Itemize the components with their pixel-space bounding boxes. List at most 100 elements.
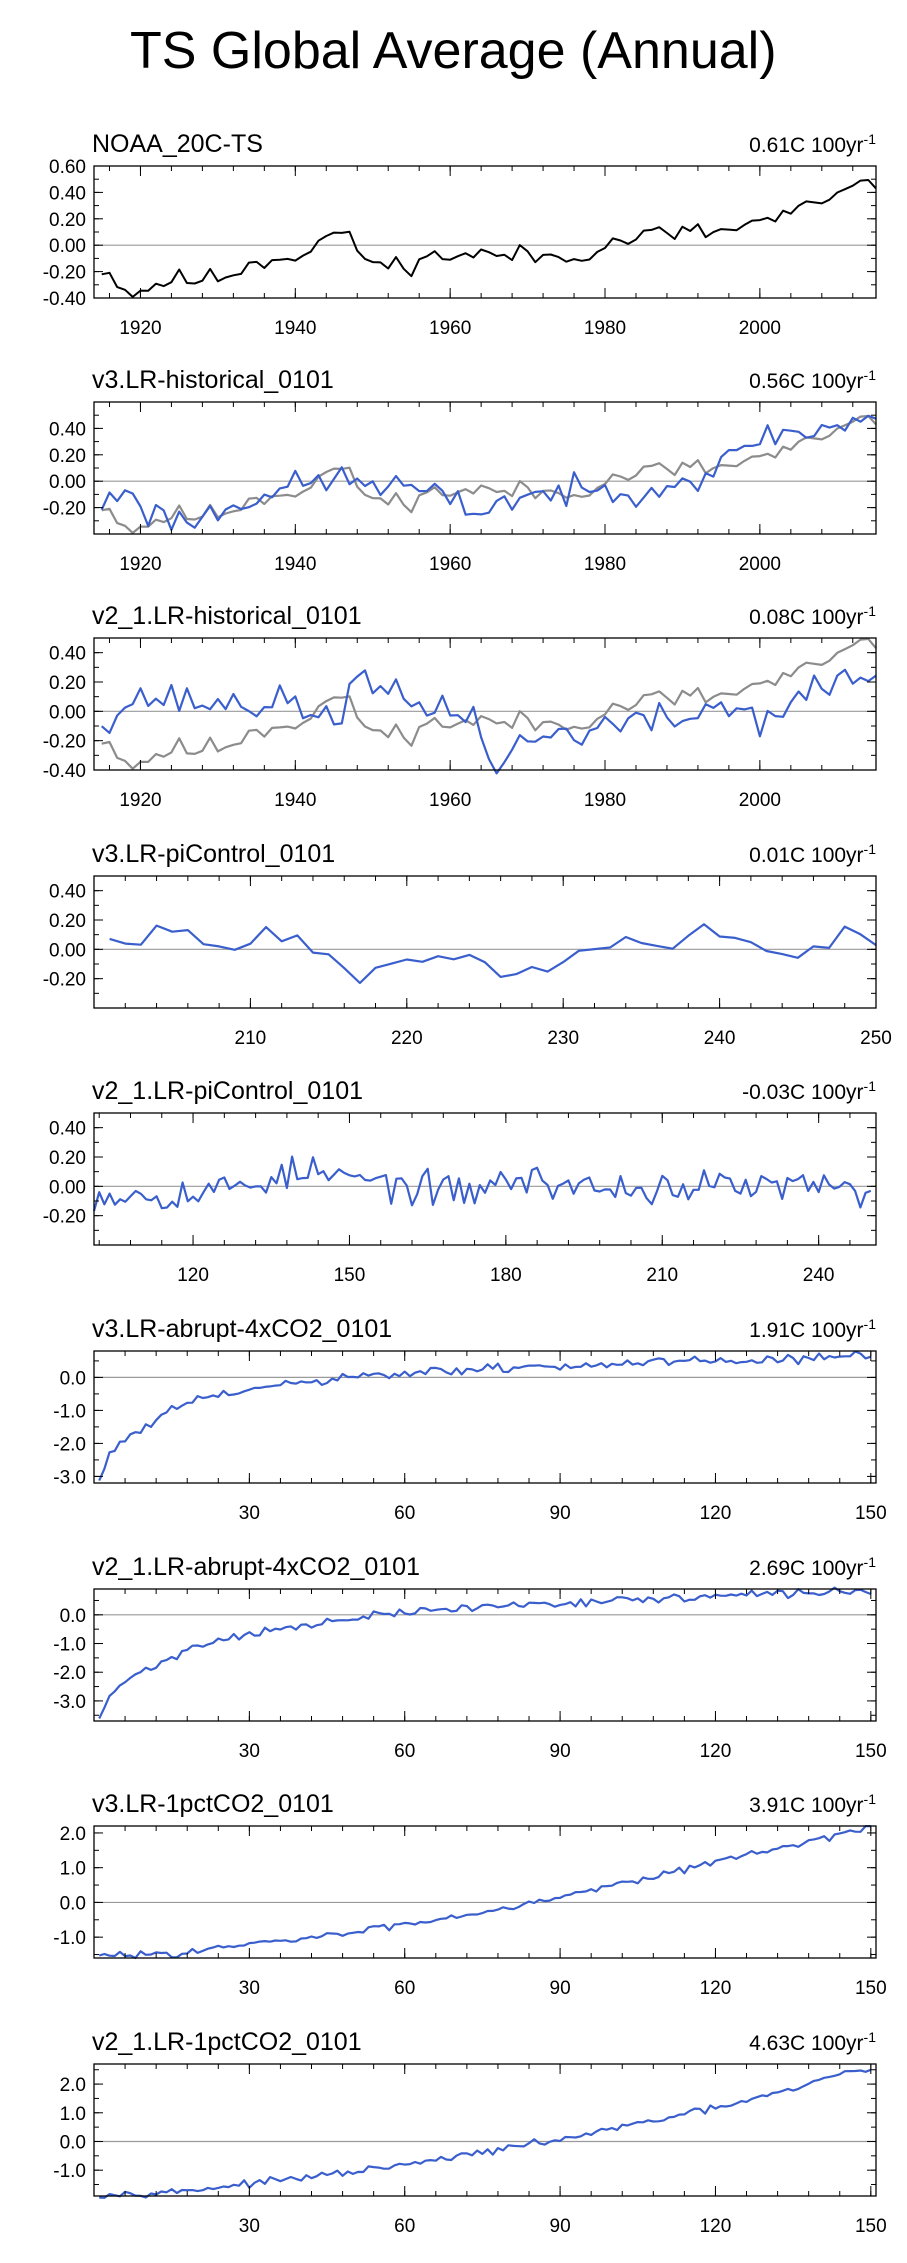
x-tick-label: 230 [547, 1028, 579, 1049]
panel-6: v3.LR-abrupt-4xCO2_0101 1.91C 100yr-1 -3.0… [53, 1315, 886, 1524]
y-tick-label: -0.20 [43, 732, 86, 753]
x-tick-label: 120 [700, 1978, 732, 1999]
plot-frame [93, 165, 877, 299]
x-tick-label: 90 [550, 1503, 571, 1524]
y-tick-label: 0.20 [49, 673, 86, 694]
series-line-2 [100, 414, 877, 531]
x-tick-label: 30 [239, 1503, 260, 1524]
x-tick-label: 90 [550, 1741, 571, 1762]
x-tick-label: 150 [334, 1265, 366, 1286]
y-tick-label: -0.20 [43, 1207, 86, 1228]
x-tick-label: 1960 [429, 318, 471, 339]
panel-title: v2_1.LR-piControl_0101 [92, 1077, 363, 1105]
trend-label: 3.91C 100yr-1 [749, 1791, 876, 1817]
series-line-1 [99, 2068, 872, 2199]
x-tick-label: 1960 [429, 790, 471, 811]
x-tick-label: 120 [700, 2216, 732, 2237]
y-tick-label: -1.0 [53, 1928, 86, 1949]
panel-9: v2_1.LR-1pctCO2_0101 4.63C 100yr-1 -1.0 0.0… [53, 2028, 886, 2237]
series-line-1 [101, 637, 877, 770]
trend-label: 4.63C 100yr-1 [749, 2029, 876, 2055]
plot-frame [93, 1112, 877, 1246]
series-line-1 [98, 1350, 872, 1482]
x-tick-label: 150 [855, 1978, 887, 1999]
y-tick-label: 0.0 [60, 2132, 86, 2153]
panel-5: v2_1.LR-piControl_0101 -0.03C 100yr-1 -0.2… [43, 1077, 877, 1286]
trend-label: 0.56C 100yr-1 [749, 367, 876, 393]
x-tick-label: 120 [177, 1265, 209, 1286]
plot-frame [93, 1825, 877, 1959]
trend-label: 1.91C 100yr-1 [749, 1316, 876, 1342]
y-tick-label: 0.00 [49, 940, 86, 961]
y-tick-label: 0.0 [60, 1368, 86, 1389]
plot-frame [93, 2063, 877, 2197]
x-tick-label: 1940 [274, 554, 316, 575]
y-tick-label: -1.0 [53, 1635, 86, 1656]
x-tick-label: 2000 [739, 318, 781, 339]
panel-title: v2_1.LR-1pctCO2_0101 [92, 2028, 362, 2056]
panel-7: v2_1.LR-abrupt-4xCO2_0101 2.69C 100yr-1 -3… [53, 1553, 886, 1762]
series-line-2 [100, 668, 877, 775]
x-tick-label: 1980 [584, 790, 626, 811]
x-tick-label: 1920 [119, 790, 161, 811]
x-tick-label: 60 [394, 1741, 415, 1762]
y-tick-label: 2.0 [60, 1824, 86, 1845]
panel-3: v2_1.LR-historical_0101 0.08C 100yr-1 -0.4… [43, 602, 877, 811]
x-tick-label: 1920 [119, 554, 161, 575]
y-tick-label: 0.40 [49, 183, 86, 204]
series-line-1 [92, 1155, 872, 1212]
x-tick-label: 1980 [584, 318, 626, 339]
series-line-1 [101, 179, 877, 298]
trend-label: 0.61C 100yr-1 [749, 131, 876, 157]
x-tick-label: 180 [490, 1265, 522, 1286]
y-tick-label: 0.0 [60, 1893, 86, 1914]
trend-label: 0.08C 100yr-1 [749, 603, 876, 629]
x-tick-label: 150 [855, 2216, 887, 2237]
y-tick-label: 0.40 [49, 419, 86, 440]
trend-label: 2.69C 100yr-1 [749, 1554, 876, 1580]
x-tick-label: 30 [239, 1741, 260, 1762]
series-line-1 [98, 1825, 871, 1960]
x-tick-label: 1940 [274, 790, 316, 811]
x-tick-label: 120 [700, 1741, 732, 1762]
y-tick-label: 0.00 [49, 702, 86, 723]
y-tick-label: 0.20 [49, 210, 86, 231]
panel-title: v2_1.LR-historical_0101 [92, 602, 362, 630]
x-tick-label: 120 [700, 1503, 732, 1524]
series-line-1 [98, 1586, 872, 1719]
y-tick-label: 0.00 [49, 1177, 86, 1198]
x-tick-label: 1960 [429, 554, 471, 575]
trend-label: 0.01C 100yr-1 [749, 841, 876, 867]
panel-1: NOAA_20C-TS 0.61C 100yr-1 -0.40 -0.20 0.00 0.… [43, 130, 877, 339]
y-tick-label: -0.20 [43, 970, 86, 991]
series-line-1 [109, 923, 877, 985]
y-tick-label: -0.40 [43, 289, 86, 310]
x-tick-label: 30 [239, 2216, 260, 2237]
y-tick-label: 0.40 [49, 882, 86, 903]
panel-4: v3.LR-piControl_0101 0.01C 100yr-1 -0.20 0.… [43, 840, 892, 1049]
x-tick-label: 30 [239, 1978, 260, 1999]
x-tick-label: 60 [394, 1503, 415, 1524]
x-tick-label: 1940 [274, 318, 316, 339]
y-tick-label: -0.20 [43, 499, 86, 520]
y-tick-label: 0.60 [49, 157, 86, 178]
trend-label: -0.03C 100yr-1 [742, 1078, 876, 1104]
panels: NOAA_20C-TS 0.61C 100yr-1 -0.40 -0.20 0.00 0.… [43, 130, 892, 2237]
y-tick-label: 0.00 [49, 236, 86, 257]
x-tick-label: 2000 [739, 790, 781, 811]
x-tick-label: 150 [855, 1741, 887, 1762]
y-tick-label: 0.00 [49, 472, 86, 493]
y-tick-label: 0.0 [60, 1606, 86, 1627]
panel-title: v3.LR-abrupt-4xCO2_0101 [92, 1315, 392, 1343]
y-tick-label: 0.40 [49, 1119, 86, 1140]
y-tick-label: 0.20 [49, 1148, 86, 1169]
panel-2: v3.LR-historical_0101 0.56C 100yr-1 -0.20 0… [43, 366, 877, 575]
x-tick-label: 90 [550, 1978, 571, 1999]
panel-title: v3.LR-1pctCO2_0101 [92, 1790, 334, 1818]
y-tick-label: 0.20 [49, 446, 86, 467]
plot-frame [93, 875, 877, 1009]
panel-title: v2_1.LR-abrupt-4xCO2_0101 [92, 1553, 420, 1581]
x-tick-label: 210 [646, 1265, 678, 1286]
